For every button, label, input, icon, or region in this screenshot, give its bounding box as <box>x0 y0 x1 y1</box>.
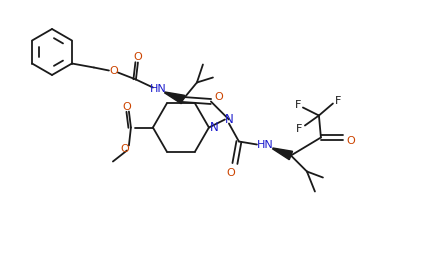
Text: F: F <box>334 97 340 106</box>
Text: O: O <box>122 102 131 112</box>
Text: F: F <box>295 124 301 135</box>
Text: N: N <box>209 121 218 134</box>
Text: O: O <box>226 167 235 178</box>
Text: N: N <box>224 113 233 126</box>
Text: O: O <box>133 53 142 62</box>
Text: O: O <box>109 67 118 76</box>
Text: O: O <box>120 145 129 154</box>
Text: O: O <box>346 136 354 147</box>
Text: HN: HN <box>256 140 273 151</box>
Text: O: O <box>214 92 223 103</box>
Polygon shape <box>272 148 292 160</box>
Text: HN: HN <box>149 85 166 94</box>
Text: F: F <box>294 101 301 110</box>
Polygon shape <box>164 92 184 104</box>
